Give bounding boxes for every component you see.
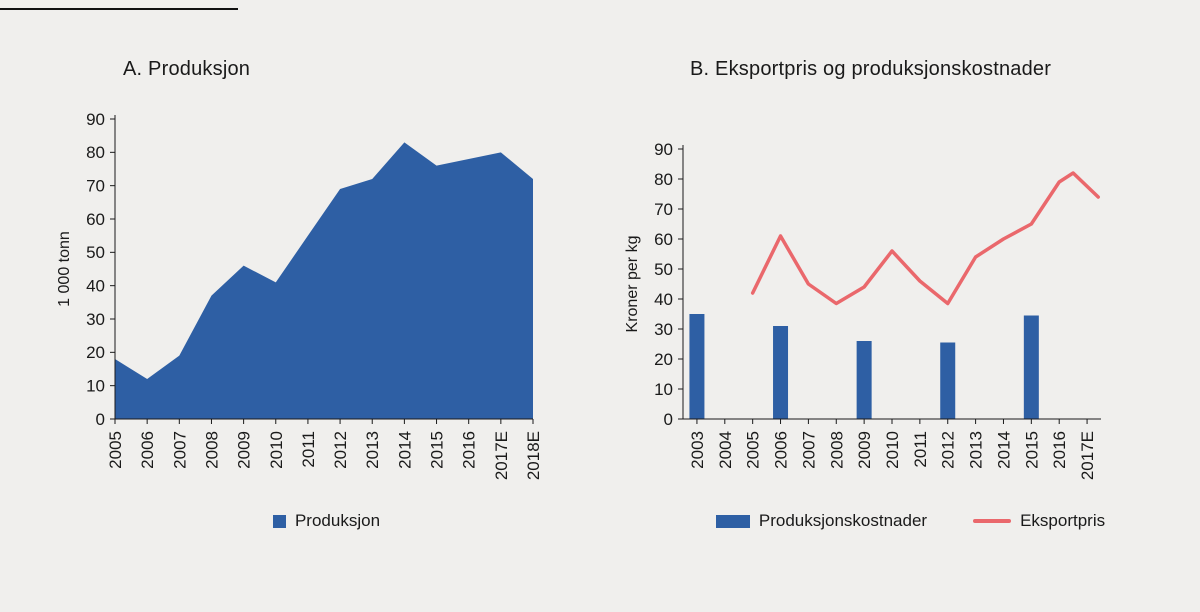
panel-produksjon: A. Produksjon 1 000 tonn 0 10 20 30 40 50 60 70 8… (0, 58, 600, 531)
svg-text:2014: 2014 (994, 431, 1013, 469)
svg-text:Kroner per kg: Kroner per kg (624, 236, 641, 333)
svg-text:2008: 2008 (202, 431, 221, 469)
svg-text:2013: 2013 (967, 431, 986, 469)
panel-a-title: A. Produksjon (123, 58, 251, 80)
svg-text:2014: 2014 (395, 431, 414, 469)
svg-text:2006: 2006 (138, 431, 157, 469)
svg-text:2011: 2011 (299, 431, 318, 468)
panel-b-title: B. Eksportpris og produksjonskostnader (690, 58, 1052, 80)
eksportpris-bar-line-chart: Kroner per kg 0 10 20 30 40 50 60 70 80 90 2003 2004… (621, 99, 1121, 495)
svg-text:2006: 2006 (772, 431, 791, 469)
svg-text:90: 90 (86, 110, 105, 129)
svg-text:2016: 2016 (460, 431, 479, 469)
legend-item-eksportpris: Eksportpris (973, 511, 1105, 531)
svg-text:80: 80 (86, 143, 105, 162)
svg-text:2012: 2012 (331, 431, 350, 469)
legend-item-produksjonskostnader: Produksjonskostnader (715, 511, 928, 531)
svg-text:80: 80 (654, 170, 673, 189)
svg-text:2011: 2011 (911, 431, 930, 468)
svg-text:20: 20 (86, 343, 105, 362)
svg-text:2015: 2015 (1022, 431, 1041, 469)
panels-row: A. Produksjon 1 000 tonn 0 10 20 30 40 50 60 70 8… (0, 58, 1200, 531)
svg-text:2005: 2005 (106, 431, 125, 469)
svg-text:2013: 2013 (363, 431, 382, 469)
produksjon-legend-swatch (272, 514, 286, 528)
legend-label-produksjonskostnader: Produksjonskostnader (758, 511, 928, 530)
svg-text:2007: 2007 (799, 431, 818, 469)
svg-text:10: 10 (654, 380, 673, 399)
panel-eksportpris: B. Eksportpris og produksjonskostnader K… (600, 58, 1200, 531)
svg-text:2017E: 2017E (492, 431, 511, 480)
panel-b-legend: Produksjonskostnader Eksportpris (621, 511, 1200, 531)
svg-text:2015: 2015 (428, 431, 447, 469)
svg-text:2009: 2009 (235, 431, 254, 469)
legend-label-eksportpris: Eksportpris (1020, 511, 1106, 530)
svg-text:60: 60 (86, 210, 105, 229)
svg-text:30: 30 (654, 320, 673, 339)
svg-text:2005: 2005 (744, 431, 763, 469)
svg-text:2004: 2004 (716, 431, 735, 469)
produksjonskostnader-legend-swatch (715, 514, 750, 528)
svg-text:2003: 2003 (688, 431, 707, 469)
svg-text:1 000 tonn: 1 000 tonn (56, 231, 73, 307)
svg-text:2017E: 2017E (1078, 431, 1097, 480)
svg-text:90: 90 (654, 140, 673, 159)
svg-text:2018E: 2018E (524, 431, 543, 480)
svg-text:0: 0 (664, 410, 673, 429)
legend-label-produksjon: Produksjon (294, 511, 381, 530)
svg-text:10: 10 (86, 376, 105, 395)
svg-text:2016: 2016 (1050, 431, 1069, 469)
svg-text:70: 70 (654, 200, 673, 219)
svg-text:2008: 2008 (827, 431, 846, 469)
svg-text:50: 50 (654, 260, 673, 279)
svg-text:2007: 2007 (170, 431, 189, 469)
svg-text:0: 0 (96, 410, 105, 429)
eksportpris-legend-swatch (973, 519, 1012, 523)
svg-text:2010: 2010 (267, 431, 286, 469)
svg-text:20: 20 (654, 350, 673, 369)
produksjon-area-chart: 1 000 tonn 0 10 20 30 40 50 60 70 80 90 2005 2006 200… (53, 99, 553, 495)
svg-text:2009: 2009 (855, 431, 874, 469)
svg-text:2012: 2012 (939, 431, 958, 469)
svg-text:30: 30 (86, 310, 105, 329)
legend-item-produksjon: Produksjon (272, 511, 381, 531)
svg-text:50: 50 (86, 243, 105, 262)
svg-text:70: 70 (86, 176, 105, 195)
svg-text:60: 60 (654, 230, 673, 249)
svg-text:40: 40 (86, 276, 105, 295)
svg-text:40: 40 (654, 290, 673, 309)
panel-a-legend: Produksjon (53, 511, 600, 531)
svg-text:2010: 2010 (883, 431, 902, 469)
top-rule (0, 8, 238, 10)
